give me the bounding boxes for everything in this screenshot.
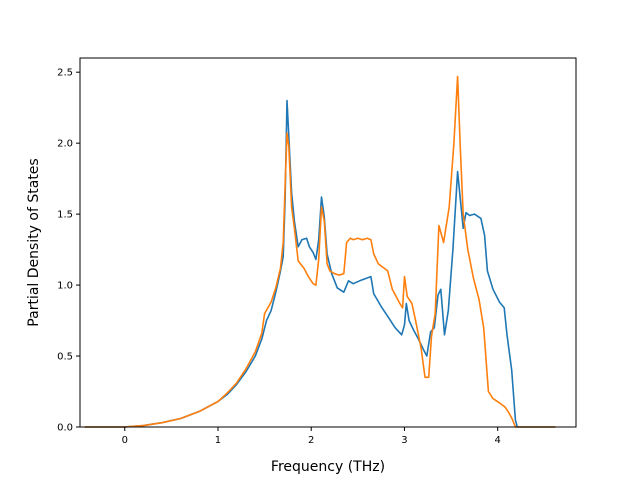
series-lines [84,75,556,428]
x-tick-label: 1 [215,435,221,446]
series-line-1 [84,99,556,428]
x-tick-label: 4 [494,435,500,446]
y-tick-label: 0.0 [57,423,73,434]
x-tick-label: 0 [122,435,128,446]
y-axis-ticks: 0.0 0.5 1.0 1.5 2.0 2.5 [57,68,80,434]
series-line-2 [84,75,556,428]
plot-area-frame [79,57,577,428]
x-tick-label: 2 [308,435,314,446]
y-axis-label: Partial Density of States [26,158,42,326]
y-tick-label: 2.5 [57,68,73,79]
y-tick-label: 1.0 [57,281,73,292]
x-axis-ticks: 0 1 2 3 4 [122,427,501,446]
x-tick-label: 3 [401,435,407,446]
y-tick-label: 2.0 [57,139,73,150]
y-tick-label: 1.5 [57,210,73,221]
y-tick-label: 0.5 [57,352,73,363]
x-axis-label: Frequency (THz) [271,459,385,475]
